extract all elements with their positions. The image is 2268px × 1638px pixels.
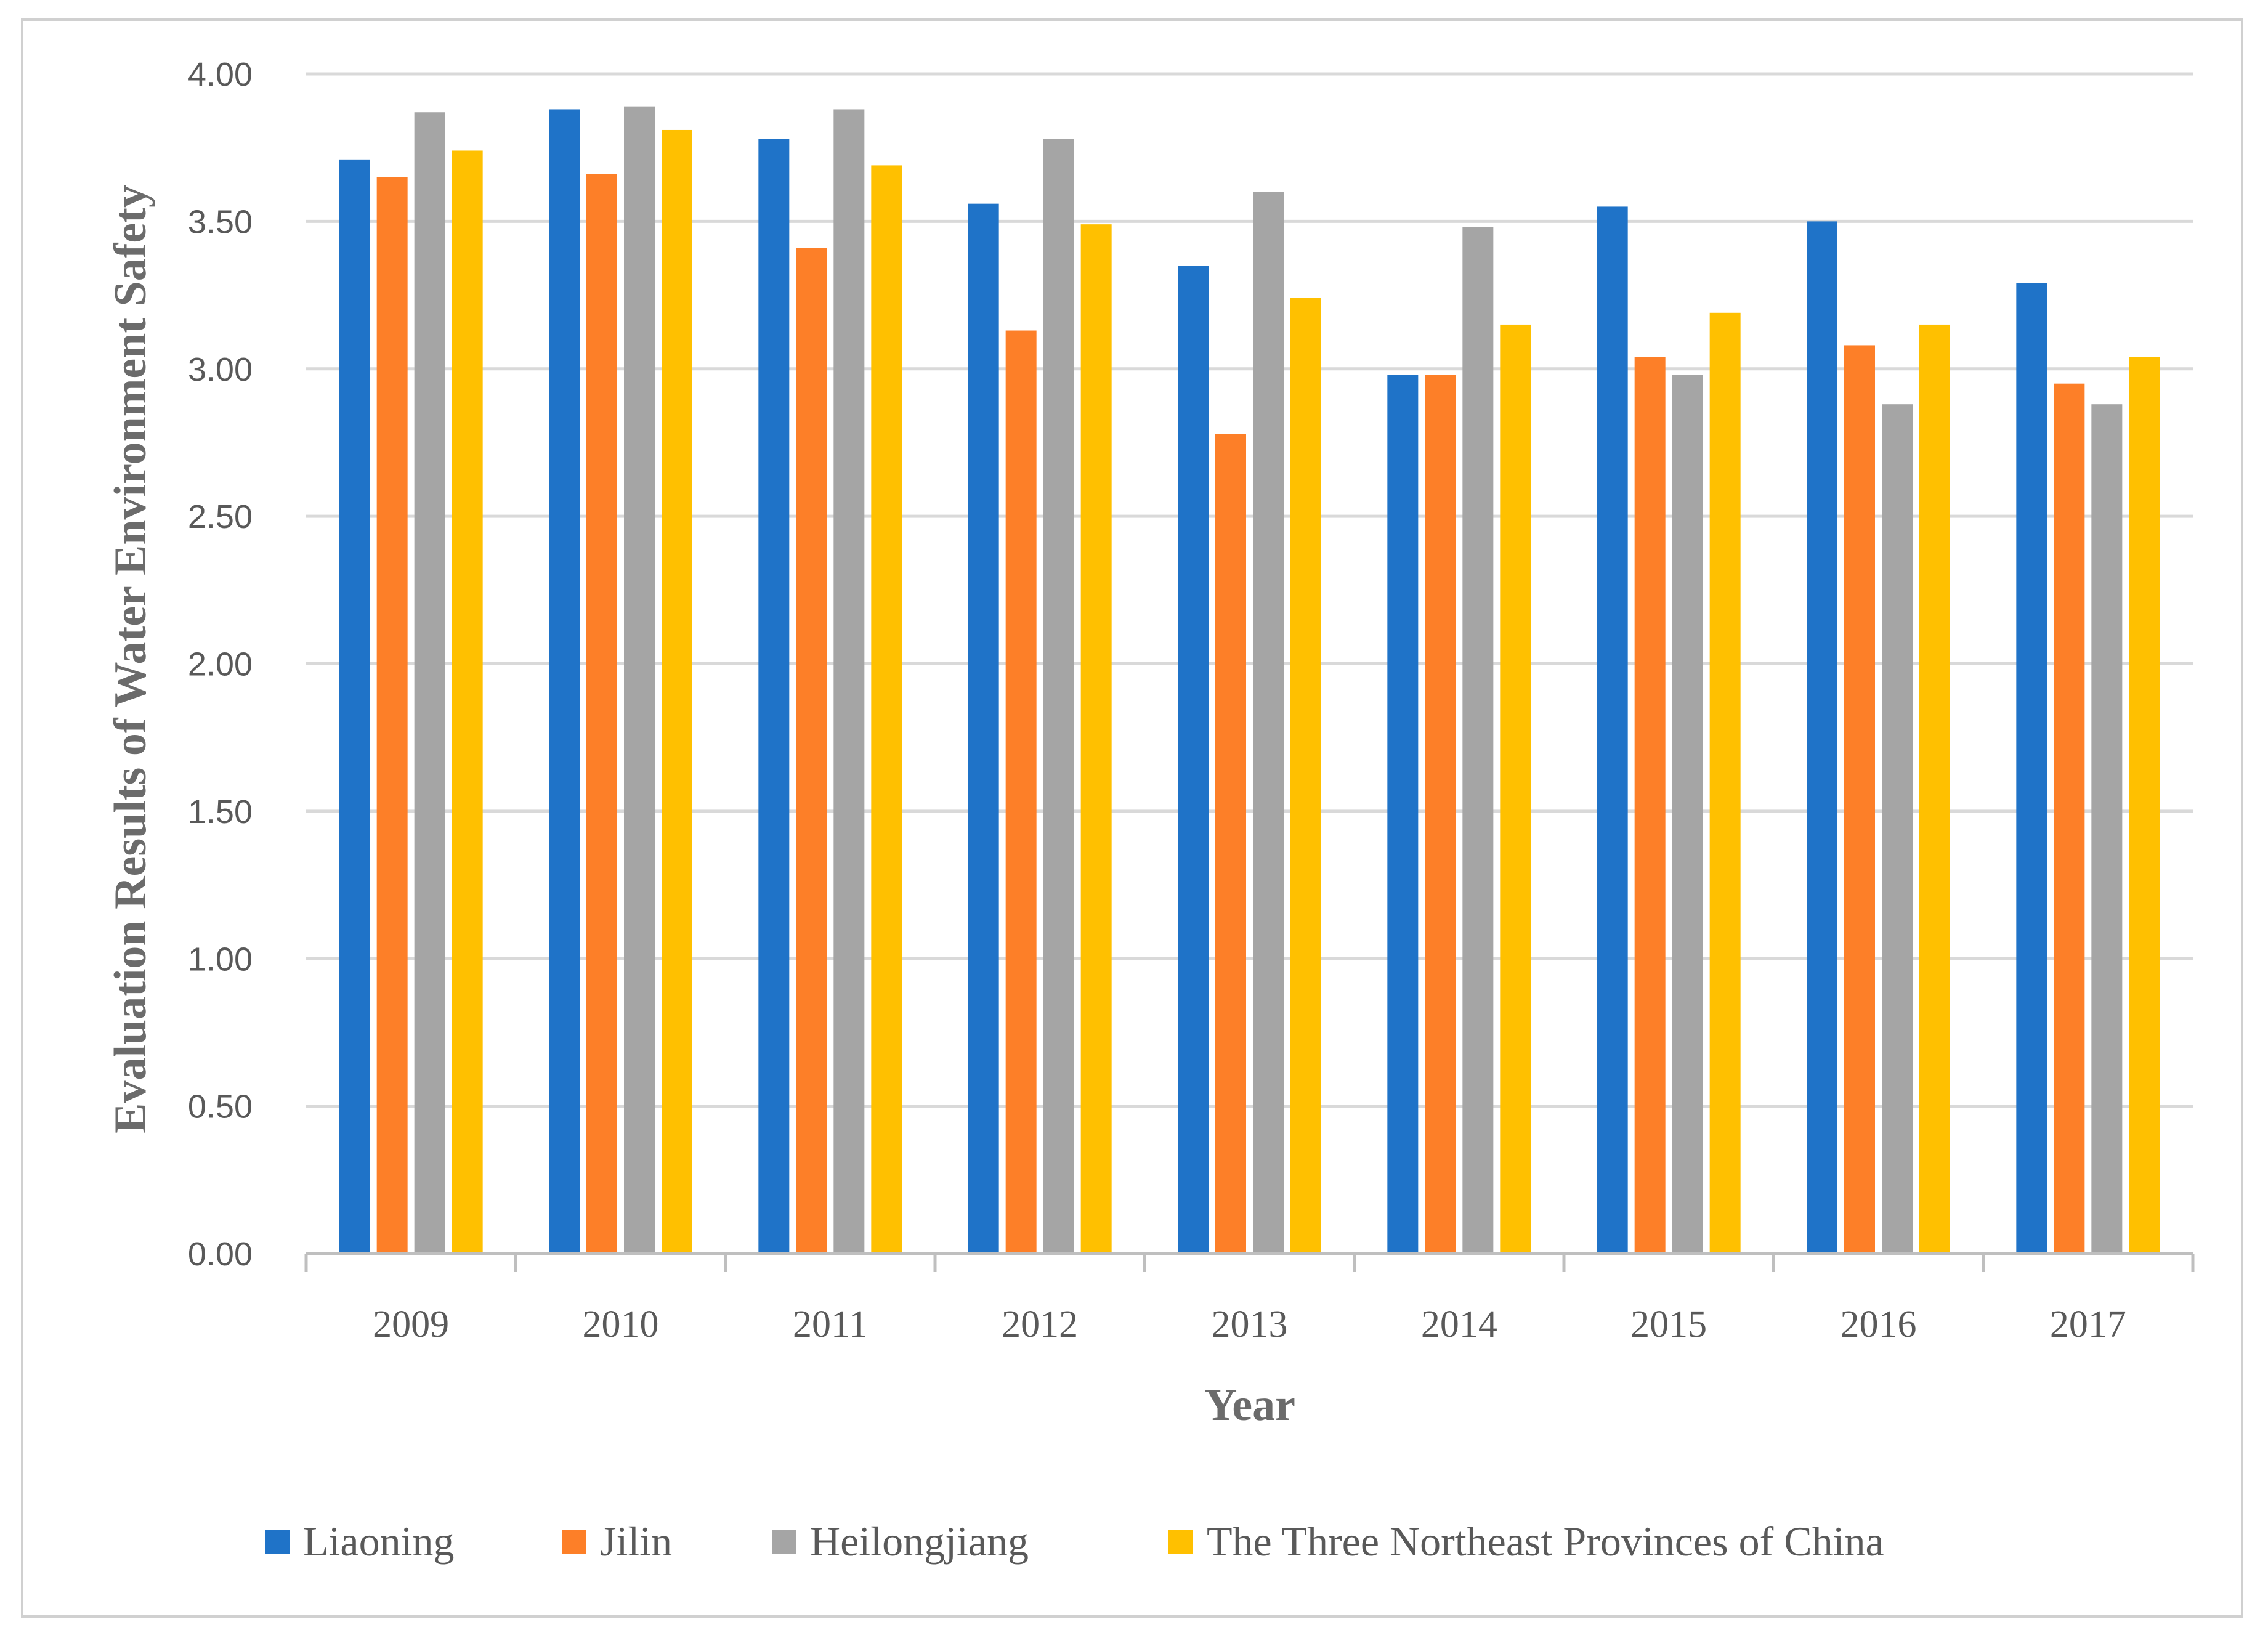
y-axis-title: Evaluation Results of Water Environment … bbox=[105, 185, 156, 1133]
bar bbox=[1425, 375, 1456, 1254]
gridlines bbox=[306, 72, 2193, 1108]
y-tick-label: 1.50 bbox=[188, 793, 253, 830]
bar bbox=[1215, 434, 1246, 1254]
bar bbox=[414, 112, 445, 1254]
x-axis: 2009 2010 2011 2012 2013 2014 2015 2016 2017 bbox=[304, 1252, 2195, 1345]
bar bbox=[2054, 383, 2085, 1254]
y-tick-label: 2.00 bbox=[188, 646, 253, 683]
bar bbox=[1253, 192, 1284, 1254]
bar bbox=[1597, 206, 1628, 1254]
x-tick-label: 2012 bbox=[1002, 1304, 1078, 1345]
bar bbox=[2129, 357, 2160, 1254]
bar bbox=[1807, 221, 1837, 1254]
bar bbox=[1080, 224, 1112, 1254]
bar bbox=[1005, 330, 1037, 1254]
bars bbox=[339, 106, 2160, 1254]
legend-label: Liaoning bbox=[303, 1518, 455, 1565]
y-tick-label: 2.50 bbox=[188, 498, 253, 535]
bar bbox=[624, 106, 655, 1254]
bar bbox=[796, 248, 827, 1254]
x-tick-label: 2016 bbox=[1841, 1304, 1917, 1345]
y-tick-label: 3.50 bbox=[188, 203, 253, 240]
bar bbox=[586, 174, 617, 1254]
bar bbox=[1290, 298, 1321, 1254]
bar bbox=[1500, 324, 1531, 1254]
bar bbox=[1882, 404, 1913, 1254]
bar bbox=[2091, 404, 2123, 1254]
legend-swatch bbox=[772, 1530, 796, 1554]
x-tick-label: 2009 bbox=[373, 1304, 449, 1345]
bar bbox=[376, 177, 408, 1254]
bar bbox=[1387, 375, 1419, 1254]
y-tick-label: 4.00 bbox=[188, 56, 253, 93]
y-tick-label: 0.50 bbox=[188, 1089, 253, 1125]
legend-swatch bbox=[1168, 1530, 1193, 1554]
bar bbox=[452, 150, 483, 1254]
legend-label: Jilin bbox=[600, 1518, 672, 1565]
bar bbox=[758, 139, 790, 1254]
bar bbox=[871, 165, 902, 1254]
legend-label: The Three Northeast Provinces of China bbox=[1207, 1518, 1884, 1565]
legend-label: Heilongjiang bbox=[810, 1518, 1029, 1565]
legend-swatch bbox=[562, 1530, 586, 1554]
legend: Liaoning Jilin Heilongjiang The Three North… bbox=[265, 1518, 1884, 1565]
bar bbox=[1844, 345, 1875, 1254]
x-tick-label: 2013 bbox=[1212, 1304, 1288, 1345]
x-axis-title: Year bbox=[1204, 1380, 1295, 1430]
y-tick-label: 3.00 bbox=[188, 351, 253, 388]
bar bbox=[1043, 139, 1074, 1254]
bar bbox=[833, 109, 865, 1254]
bar bbox=[1462, 227, 1494, 1254]
bar bbox=[339, 159, 370, 1254]
y-tick-label: 0.00 bbox=[188, 1236, 253, 1273]
x-tick-label: 2014 bbox=[1421, 1304, 1497, 1345]
bar bbox=[2016, 283, 2047, 1254]
bar bbox=[549, 109, 580, 1254]
x-tick-label: 2011 bbox=[793, 1304, 868, 1345]
bar bbox=[1672, 375, 1703, 1254]
bar bbox=[1178, 266, 1209, 1254]
x-tick-label: 2017 bbox=[2050, 1304, 2126, 1345]
bar bbox=[1634, 357, 1666, 1254]
x-tick-label: 2015 bbox=[1630, 1304, 1707, 1345]
y-axis: 0.00 0.50 1.00 1.50 2.00 2.50 3.00 3.50 4.00 bbox=[188, 56, 253, 1273]
bar bbox=[1919, 324, 1950, 1254]
x-tick-label: 2010 bbox=[583, 1304, 659, 1345]
bar bbox=[1709, 312, 1741, 1254]
bar bbox=[662, 129, 692, 1254]
legend-swatch bbox=[265, 1530, 290, 1554]
bar bbox=[968, 203, 999, 1254]
y-tick-label: 1.00 bbox=[188, 941, 253, 978]
